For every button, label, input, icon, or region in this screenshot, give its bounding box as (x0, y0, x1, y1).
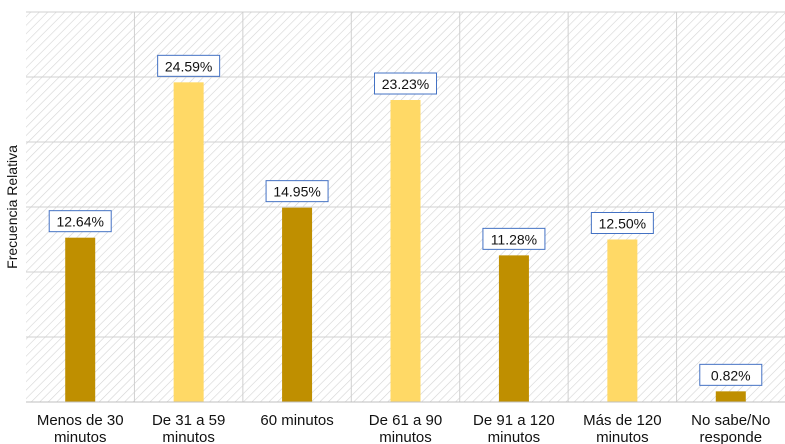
data-label-box (699, 363, 763, 386)
data-label-text: 12.64% (56, 214, 103, 230)
x-tick-label: Menos de 30 minutos (37, 412, 124, 444)
data-label-box (157, 54, 221, 77)
x-tick-label-line: Más de 120 (583, 412, 661, 429)
data-label-box (374, 72, 437, 95)
data-label-text: 0.82% (711, 367, 751, 383)
bar (498, 255, 529, 402)
data-label-box (482, 227, 546, 250)
x-tick-label: 60 minutos (260, 412, 333, 429)
bar (173, 82, 204, 402)
data-label-box (265, 180, 329, 203)
data-label-text: 11.28% (491, 231, 537, 247)
x-tick-label-line: minutos (488, 429, 541, 444)
data-label: 12.50% (590, 212, 654, 234)
data-label: 12.64% (48, 210, 112, 233)
x-tick-label-line: 60 minutos (260, 412, 333, 429)
data-label-box (590, 212, 654, 234)
x-tick-label: De 91 a 120 minutos (473, 412, 555, 444)
data-label: 23.23% (374, 72, 437, 95)
bar (607, 239, 638, 402)
x-tick-label-line: De 61 a 90 (369, 412, 442, 429)
data-label-text: 14.95% (273, 184, 320, 200)
x-tick-label-line: No sabe/No (691, 412, 770, 429)
x-tick-label: No sabe/No responde (691, 412, 770, 444)
x-tick-label-line: minutos (54, 429, 107, 444)
x-tick-label-line: responde (700, 429, 763, 444)
data-label: 24.59% (157, 54, 221, 77)
bar (282, 207, 313, 402)
data-label: 11.28% (482, 227, 546, 250)
x-tick-label-line: minutos (162, 429, 215, 444)
bar (715, 391, 746, 402)
x-tick-label-line: De 91 a 120 (473, 412, 555, 429)
data-labels: 12.64% 24.59% 14.95% 23.23% 11.28% 12.50% 0.82… (48, 54, 763, 386)
data-label: 0.82% (699, 363, 763, 386)
data-label: 14.95% (265, 180, 329, 203)
x-tick-label-line: Menos de 30 (37, 412, 124, 429)
x-tick-label: De 31 a 59 minutos (152, 412, 225, 444)
data-label-text: 12.50% (599, 216, 646, 232)
x-tick-label: Más de 120 minutos (583, 412, 661, 444)
data-label-text: 23.23% (382, 76, 429, 92)
x-tick-label-line: De 31 a 59 (152, 412, 225, 429)
data-label-text: 24.59% (165, 58, 212, 74)
x-tick-label-line: minutos (379, 429, 432, 444)
bar (390, 100, 421, 402)
y-axis-label: Frecuencia Relativa (4, 145, 20, 269)
bar (65, 237, 96, 402)
data-label-box (48, 210, 112, 233)
x-tick-label: De 61 a 90 minutos (369, 412, 442, 444)
x-tick-label-line: minutos (596, 429, 649, 444)
bars (65, 82, 746, 402)
